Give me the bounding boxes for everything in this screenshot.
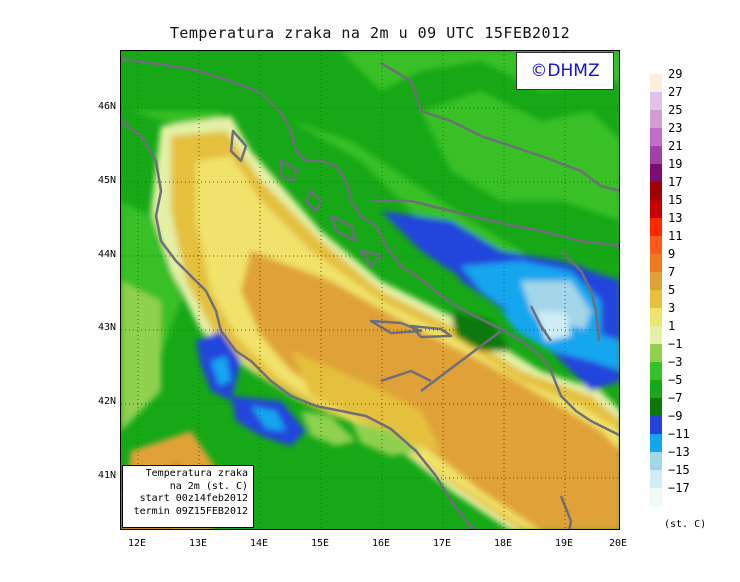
legend-swatch	[650, 362, 662, 380]
lat-label: 41N	[97, 470, 116, 481]
legend-swatch	[650, 344, 662, 362]
legend-label: 1	[668, 319, 676, 333]
legend-swatch	[650, 74, 662, 92]
legend-label: 23	[668, 121, 683, 135]
lon-label: 14E	[249, 538, 269, 549]
legend-label: −13	[668, 445, 690, 459]
legend-swatch	[650, 380, 662, 398]
legend-label: 13	[668, 211, 683, 225]
legend-swatch	[650, 146, 662, 164]
legend-swatch	[650, 452, 662, 470]
lon-label: 16E	[371, 538, 391, 549]
lat-label: 43N	[97, 322, 116, 333]
legend-label: 25	[668, 103, 683, 117]
legend-unit: (st. C)	[664, 519, 707, 530]
info-line: na 2m (st. C)	[169, 480, 248, 492]
legend-swatch	[650, 182, 662, 200]
legend-label: −5	[668, 373, 683, 387]
legend-swatch	[650, 218, 662, 236]
legend-swatch	[650, 128, 662, 146]
legend-label: −17	[668, 481, 690, 495]
info-line: start 00z14feb2012	[139, 493, 248, 504]
legend-label: −1	[668, 337, 683, 351]
info-line: Temperatura zraka	[145, 468, 248, 479]
lon-label: 12E	[127, 538, 147, 549]
legend-label: 11	[668, 229, 683, 243]
info-line: termin 09Z15FEB2012	[133, 505, 248, 517]
legend-swatch	[650, 434, 662, 452]
temperature-field	[121, 51, 619, 529]
lat-label: 46N	[97, 101, 116, 112]
legend-label: 9	[668, 247, 676, 261]
legend-label: 3	[668, 301, 676, 315]
legend-swatch	[650, 488, 662, 506]
legend-swatch	[650, 272, 662, 290]
info-box: Temperatura zraka na 2m (st. C) start 00…	[122, 465, 254, 528]
lon-label: 19E	[554, 538, 574, 549]
legend-label: 15	[668, 193, 683, 207]
legend-label: −11	[668, 427, 690, 441]
legend-label: −9	[668, 409, 683, 423]
legend-label: −7	[668, 391, 683, 405]
map-title: Temperatura zraka na 2m u 09 UTC 15FEB20…	[169, 24, 571, 42]
lat-label: 42N	[97, 396, 116, 407]
legend-swatch	[650, 92, 662, 110]
temperature-map	[120, 50, 620, 530]
legend-label: 17	[668, 175, 683, 189]
lon-label: 20E	[608, 538, 628, 549]
legend-swatch	[650, 290, 662, 308]
graticule	[121, 51, 619, 529]
lat-label: 45N	[97, 175, 116, 186]
color-legend	[650, 74, 662, 506]
lon-label: 13E	[188, 538, 208, 549]
legend-label: 29	[668, 67, 683, 81]
legend-swatch	[650, 110, 662, 128]
legend-swatch	[650, 200, 662, 218]
coastline	[121, 57, 619, 529]
legend-swatch	[650, 416, 662, 434]
legend-label: −3	[668, 355, 683, 369]
legend-swatch	[650, 254, 662, 272]
copyright-badge: ©DHMZ	[516, 52, 614, 90]
lon-label: 15E	[310, 538, 330, 549]
legend-swatch	[650, 326, 662, 344]
lon-label: 17E	[432, 538, 452, 549]
lat-label: 44N	[97, 249, 116, 260]
legend-swatch	[650, 308, 662, 326]
legend-label: 19	[668, 157, 683, 171]
legend-swatch	[650, 398, 662, 416]
legend-swatch	[650, 164, 662, 182]
legend-label: −15	[668, 463, 690, 477]
legend-swatch	[650, 236, 662, 254]
lon-label: 18E	[493, 538, 513, 549]
legend-label: 7	[668, 265, 676, 279]
legend-swatch	[650, 470, 662, 488]
legend-label: 5	[668, 283, 676, 297]
legend-label: 27	[668, 85, 683, 99]
legend-label: 21	[668, 139, 683, 153]
